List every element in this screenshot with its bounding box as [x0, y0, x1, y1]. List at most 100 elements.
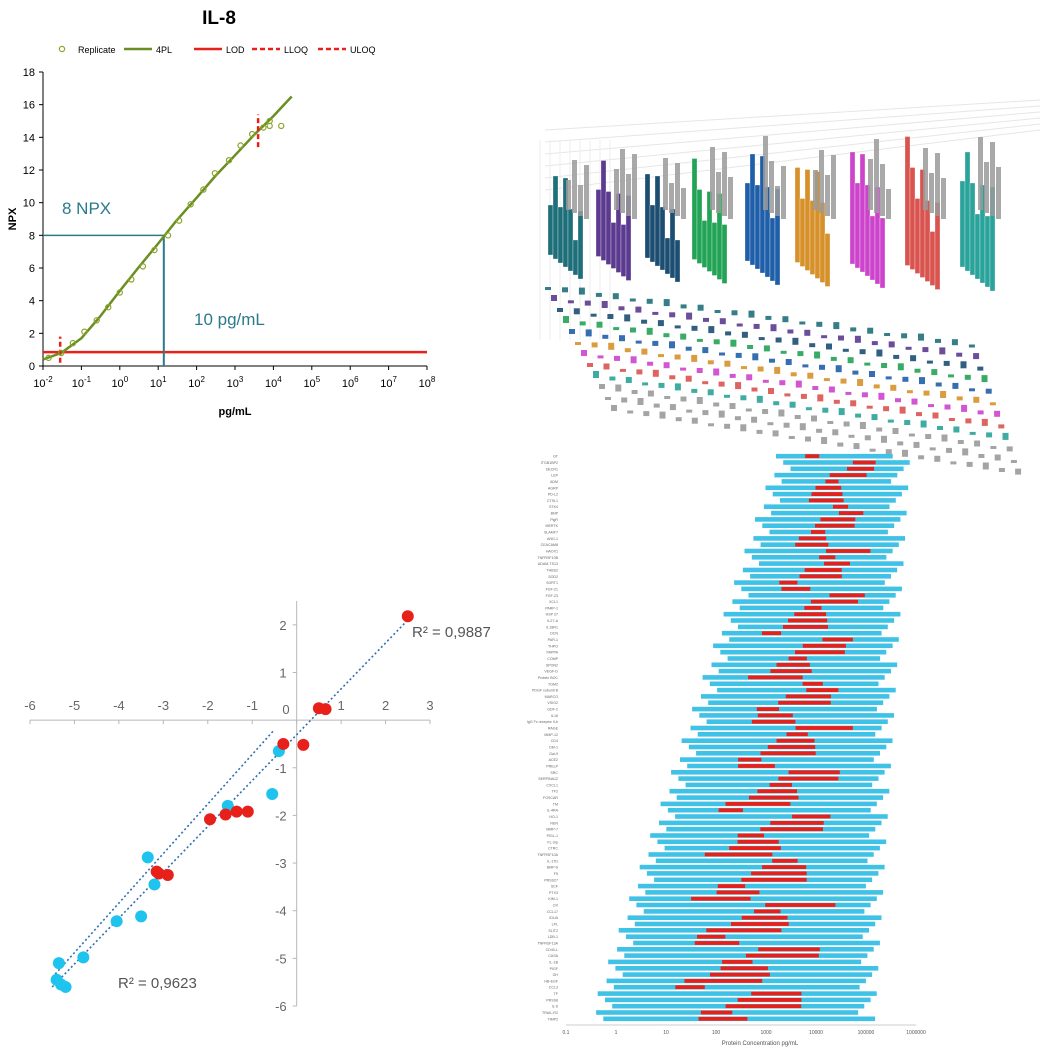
correlation-scatter-chart: -6 -5 -4 -3 -2 -1 1 2 3 0 -6 -5 -4 -3 -2 -1 1 2 R² = 0,98…: [24, 601, 491, 1014]
sample-bar: [765, 903, 836, 907]
range-bar: [633, 940, 880, 946]
bar-3d-small: [762, 409, 769, 414]
sample-bar: [824, 561, 850, 566]
sample-bar: [762, 865, 807, 869]
bar-3d-small: [590, 313, 597, 317]
sample-bar: [826, 549, 871, 553]
scatter-point-red: [401, 610, 414, 623]
category-label: CASA: [548, 954, 558, 958]
category-label: PIGF: [550, 967, 559, 971]
y-tick-label: 2: [29, 328, 35, 340]
legend-label: 4PL: [156, 45, 172, 55]
category-label: VEGF-D: [544, 670, 558, 674]
bar-3d-small: [994, 410, 1001, 417]
x-tick-label: 1: [615, 1030, 618, 1036]
sample-bar: [815, 523, 855, 528]
y-tick-label: -6: [275, 999, 287, 1014]
bar-3d-small: [902, 376, 909, 382]
range-bar: [748, 593, 896, 598]
replicate-point: [93, 317, 100, 324]
bar-3d-small: [658, 382, 665, 388]
scatter-point-red: [230, 805, 243, 818]
bar-3d: [659, 206, 666, 271]
y-tick-label: 18: [23, 67, 35, 79]
bar-3d-small: [686, 312, 693, 320]
x-tick-label: 100000: [858, 1030, 875, 1036]
category-label: COMP: [547, 657, 558, 661]
sample-bar: [749, 795, 799, 800]
category-label: PAPPA: [547, 651, 559, 655]
replicate-point: [260, 124, 267, 131]
bar-3d-small: [790, 372, 797, 377]
y-axis-label: NPX: [7, 207, 19, 230]
bar-3d-small: [567, 300, 574, 304]
bar-3d: [879, 217, 886, 289]
bar-3d-small: [551, 295, 557, 301]
bar-3d-small: [914, 368, 921, 373]
bar-3d-small: [708, 326, 715, 334]
bar-3d: [754, 184, 761, 270]
bar-3d-small: [584, 300, 591, 306]
sample-bar: [751, 871, 807, 876]
bar-3d-small: [619, 335, 625, 342]
bar-3d-small: [611, 405, 617, 411]
bar-3d-small: [869, 448, 876, 452]
sample-bar: [725, 802, 791, 806]
category-label: CCL17: [547, 910, 558, 914]
bar-3d-small: [961, 404, 968, 412]
range-bar: [624, 953, 868, 958]
category-label: MMP-7: [546, 828, 558, 832]
bar-3d-small: [864, 362, 871, 366]
grid-line: [544, 117, 1041, 167]
bar-3d-small: [636, 369, 643, 375]
category-label: CD4: [551, 739, 558, 743]
bar-3d-small: [833, 322, 840, 330]
bar-3d-shadow: [781, 166, 786, 219]
bar-3d-small: [664, 396, 671, 399]
range-bar: [638, 883, 866, 889]
range-bar: [744, 548, 893, 554]
bar-3d: [794, 167, 801, 263]
sample-bar: [804, 606, 822, 610]
bar-3d-small: [714, 310, 721, 313]
bar-3d-small: [691, 417, 698, 424]
annotation-npx: 8 NPX: [62, 199, 111, 218]
bar-3d-small: [605, 397, 611, 400]
sample-bar: [698, 1016, 748, 1021]
bar-3d-small: [948, 418, 955, 421]
bar-3d-small: [869, 371, 875, 377]
bar-3d-small: [719, 318, 726, 325]
category-label: BMP-6: [547, 866, 558, 870]
bar-3d-small: [799, 423, 806, 431]
bar-3d-small: [998, 468, 1005, 472]
bar-3d-small: [774, 366, 781, 374]
bar-3d-small: [794, 415, 801, 419]
sample-bar: [684, 979, 763, 983]
bar-3d-small: [707, 360, 714, 365]
bar-3d-small: [624, 314, 631, 322]
bar-3d-shadow: [868, 159, 873, 210]
sample-bar: [815, 485, 842, 490]
x-tick-label: -3: [158, 698, 170, 713]
bar-3d-small: [986, 432, 993, 438]
range-bar: [776, 453, 893, 459]
category-label: TIMP2: [547, 1017, 558, 1021]
x-tick-label: 102: [188, 375, 205, 390]
bar-3d-small: [888, 341, 895, 348]
bar-3d-small: [788, 436, 795, 439]
bar-3d-small: [748, 310, 755, 318]
range-bar: [699, 713, 894, 718]
bar-3d-small: [736, 323, 743, 327]
bar-3d-small: [647, 361, 654, 366]
scatter-point-blue: [266, 787, 279, 800]
replicate-point: [187, 201, 194, 208]
bar-3d-small: [719, 352, 725, 356]
replicate-point: [225, 156, 233, 164]
scatter-point-blue: [77, 951, 90, 964]
category-label: PD-L2: [548, 493, 558, 497]
bar-3d: [824, 233, 831, 287]
x-tick-label: 10-2: [33, 375, 53, 390]
bar-3d-shadow: [941, 178, 946, 219]
category-label: TF2: [552, 790, 558, 794]
bar-3d-shadow: [578, 185, 583, 216]
